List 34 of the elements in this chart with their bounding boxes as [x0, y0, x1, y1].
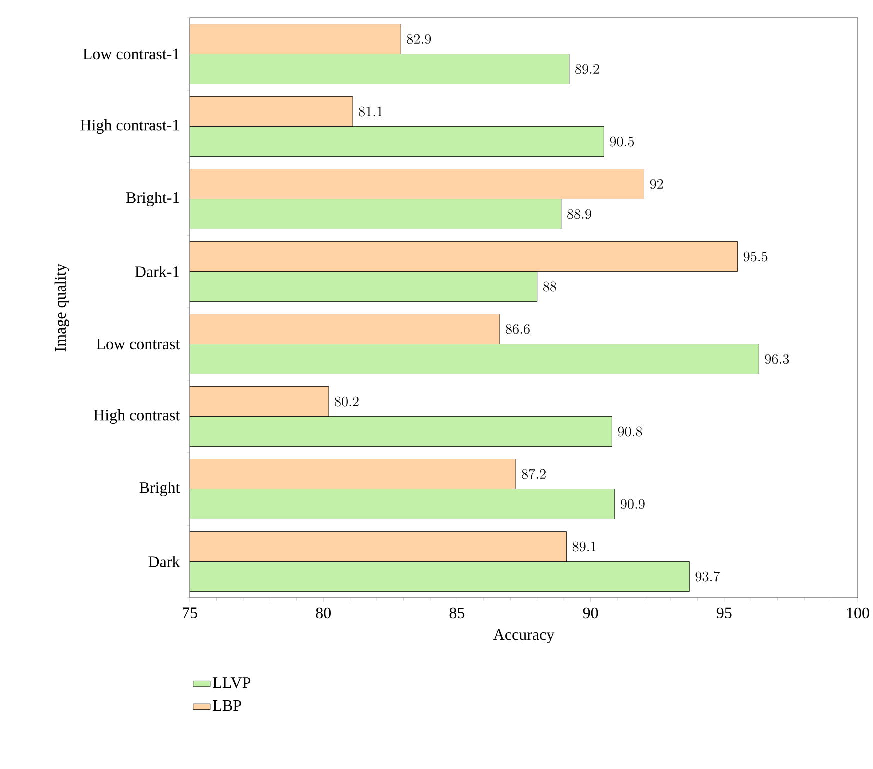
data-label: 81 . 1: [359, 106, 382, 117]
y-tick-label: High contrast-1: [80, 119, 180, 134]
x-axis-title: Accuracy: [494, 629, 555, 644]
x-tick-label: 90: [583, 608, 598, 619]
legend-label: LBP: [213, 700, 242, 712]
data-label: 93.7: [696, 572, 720, 582]
data-label: 95.5: [744, 252, 768, 262]
y-tick-label: Dark-1: [135, 266, 180, 278]
y-tick-label: Bright-1: [126, 192, 180, 207]
x-tick-label: 80: [316, 608, 331, 619]
y-tick-label: Low contrast-1: [83, 48, 180, 60]
y-tick-label: Bright: [140, 482, 180, 497]
data-label: 82.9: [407, 34, 432, 44]
data-label: 88.9: [568, 209, 592, 220]
data-label: 92: [650, 179, 664, 190]
data-label: 89. 1: [572, 542, 596, 552]
data-label: 89.2: [576, 64, 600, 74]
data-label: 90.5: [610, 136, 634, 147]
x-tick-label: 85: [450, 608, 465, 619]
data-label: 86.6: [506, 324, 530, 334]
data-label: 90.9: [620, 499, 645, 510]
x-tick-label: 100: [847, 608, 870, 619]
data-label: 80.2: [335, 396, 359, 407]
data-label: 90.8: [618, 426, 642, 437]
y-tick-label: Dark: [148, 556, 180, 568]
data-label: 96.3: [765, 354, 790, 364]
y-tick-label: Low contrast: [96, 338, 180, 350]
legend-label: LLVP: [213, 678, 251, 688]
data-label: 88: [543, 282, 556, 292]
x-tick-label: 75: [183, 608, 198, 618]
y-tick-label: High contrast: [94, 409, 180, 424]
data-label: 87.2: [522, 469, 546, 480]
x-tick-label: 95: [716, 608, 732, 619]
y-axis-title: Image quality: [54, 264, 70, 352]
